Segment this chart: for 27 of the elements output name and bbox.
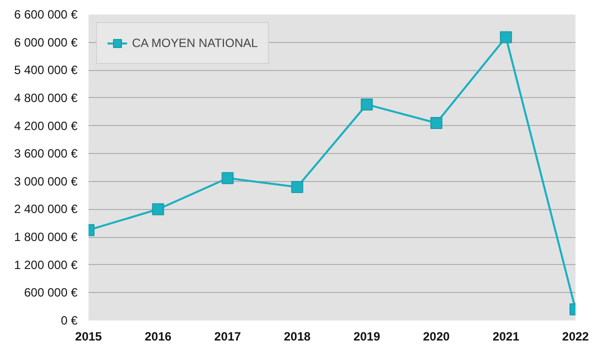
y-tick-label: 3 000 000 €: [14, 174, 78, 188]
point: [222, 172, 234, 184]
y-tick-label: 6 000 000 €: [14, 35, 78, 50]
x-tick-label: 2017: [214, 330, 242, 344]
y-tick-label: 4 200 000 €: [14, 118, 78, 133]
y-tick-label: 0 €: [60, 314, 78, 328]
point: [360, 98, 373, 110]
point: [291, 180, 304, 193]
x-tick-label: 2015: [75, 330, 102, 344]
x-tick-label: 2019: [353, 330, 380, 344]
y-tick-label: 1 800 000 €: [14, 230, 78, 244]
legend-label: CA MOYEN NATIONAL: [132, 36, 258, 50]
y-tick-label: 6 600 000 €: [14, 8, 78, 22]
point: [152, 203, 164, 216]
y-tick-label: 1 200 000 €: [14, 258, 78, 272]
x-tick-label: 2020: [423, 330, 450, 344]
x-tick-label: 2016: [144, 330, 172, 344]
y-tick-label: 3 600 000 €: [14, 146, 78, 161]
x-tick-label: 2018: [284, 330, 311, 344]
x-tick-label: 2021: [492, 330, 520, 344]
x-tick-label: 2022: [562, 330, 590, 344]
y-tick-label: 600 000 €: [24, 286, 78, 300]
y-tick-label: 2 400 000 €: [14, 202, 78, 216]
y-tick-label: 5 400 000 €: [14, 63, 78, 78]
y-tick-label: 4 800 000 €: [14, 90, 78, 105]
point: [500, 31, 512, 44]
point: [430, 116, 442, 129]
